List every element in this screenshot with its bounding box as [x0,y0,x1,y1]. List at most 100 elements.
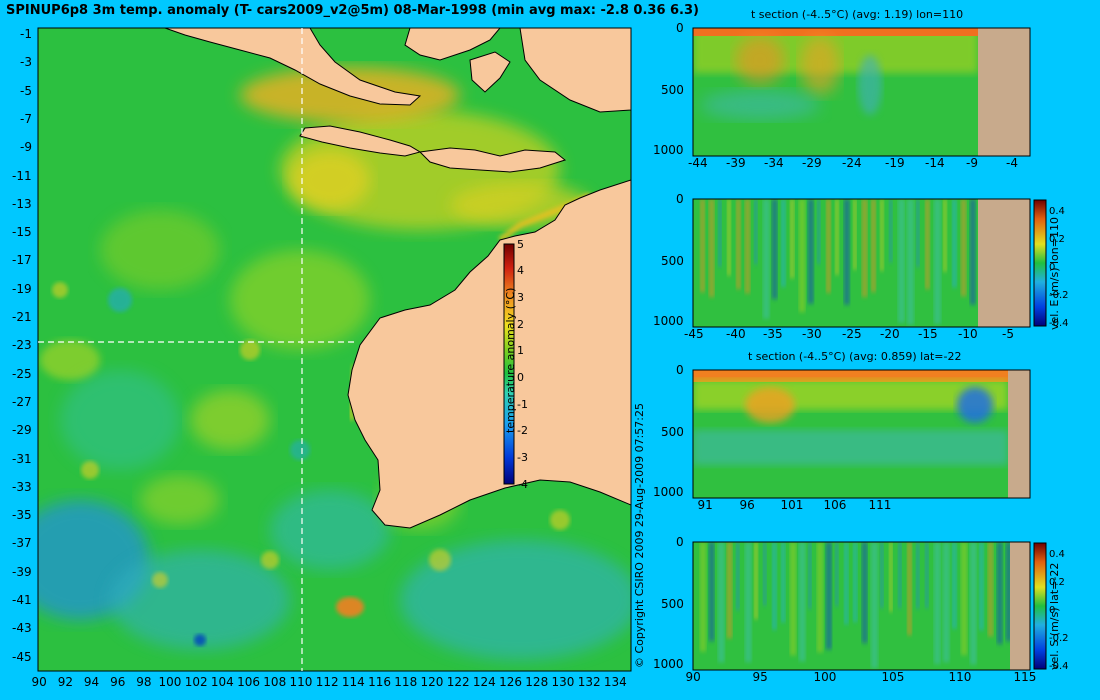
nusa-tenggara-land [418,147,567,173]
velocity-stripe [817,199,821,265]
velocity-stripe [871,542,878,669]
section-2-x-tick: -45 [684,327,704,341]
section-3-x-tick: 91 [697,498,713,512]
map-x-tick: 94 [83,675,100,689]
velocity-stripe [961,542,968,656]
section-4-x-tick: 110 [948,670,972,684]
velocity-stripe [718,542,725,663]
section-1-y-tick: 500 [661,83,684,97]
map-colorbar-tick: 4 [517,264,524,278]
section-4-y-tick: 1000 [653,657,684,671]
section-4-colorbar-tick: -0.4 [1049,660,1069,672]
map-y-tick: -23 [12,338,32,353]
map-y-tick: -33 [12,479,32,494]
map-colorbar-tick: 3 [517,290,524,304]
page-title: SPINUP6p8 3m temp. anomaly (T- cars2009_… [6,3,699,18]
section-1-x-tick: -9 [966,156,978,170]
map-x-tick: 124 [472,675,496,689]
section-1-x-tick: -39 [726,156,746,170]
section-2-x-tick: -5 [1002,327,1014,341]
map-x-tick: 120 [420,675,444,689]
velocity-stripe [934,542,941,665]
velocity-stripe [817,542,823,653]
map-x-tick: 130 [551,675,575,689]
velocity-stripe [907,542,912,636]
map-y-tick: -13 [12,196,32,211]
vel-e-colorbar [1033,199,1047,327]
section-3-y-tick: 500 [661,425,684,439]
map-x-tick: 102 [184,675,208,689]
map-y-tick: -45 [12,649,32,664]
velocity-stripe [925,542,929,609]
map-x-tick: 128 [525,675,549,689]
velocity-stripe [781,199,786,287]
map-y-tick: -25 [12,366,32,381]
map-x-tick: 126 [499,675,522,689]
velocity-stripe [844,199,850,305]
map-y-tick: -29 [12,423,32,438]
velocity-stripe [700,542,706,652]
section-2-colorbar-tick: -0.4 [1049,317,1069,329]
section-3-y-tick: 0 [676,363,684,377]
section-2-colorbar-tick: 0 [1049,261,1056,273]
velocity-stripe [772,542,777,630]
velocity-stripe [844,542,849,625]
section-1-x-tick: -14 [925,156,945,170]
velocity-stripe [871,199,876,293]
map-colorbar-tick: 1 [517,344,524,358]
velocity-stripe [907,199,914,325]
section-2-y-tick: 0 [676,192,684,206]
velocity-stripe [862,199,868,298]
velocity-stripe [961,199,967,297]
map-colorbar-tick: 0 [517,370,524,384]
map-colorbar-tick: -2 [517,424,528,438]
map-x-tick: 114 [341,675,365,689]
section-1-x-tick: -19 [885,156,905,170]
sumatra-land [164,28,422,106]
section-1-y-tick: 1000 [653,143,684,157]
velocity-stripe [754,199,758,265]
section-3-y-tick: 1000 [653,485,684,499]
map-y-tick: -21 [12,310,32,324]
velocity-stripe [943,542,950,663]
map-x-tick: 122 [446,675,470,689]
section-4-colorbar-tick: 0 [1049,604,1056,616]
map-panel [37,27,632,672]
australia-land [347,179,631,529]
map-colorbar-tick: -1 [517,397,528,411]
section-4-y-tick: 500 [661,597,684,611]
velocity-stripe [952,199,957,288]
velocity-stripe [799,542,806,662]
velocity-stripe [853,199,857,270]
section-4-colorbar-tick: 0.4 [1049,548,1065,560]
map-x-tick: 108 [263,675,287,689]
velocity-stripe [808,199,814,304]
velocity-stripe [880,199,884,271]
map-y-tick: -31 [12,451,32,466]
map-x-tick: 110 [289,675,313,689]
section-4-x-tick: 100 [813,670,837,684]
section-2-x-tick: -15 [918,327,938,341]
map-colorbar-tick: 2 [517,317,524,331]
section-4-x-tick: 115 [1013,670,1037,684]
velocity-stripe [808,542,812,609]
section-2-x-tick: -20 [880,327,900,341]
map-y-tick: -27 [12,394,32,409]
velocity-stripe [970,199,976,305]
copyright-text: © Copyright CSIRO 2009 29-Aug-2009 07:57… [633,402,646,668]
map-y-tick: -15 [12,225,32,240]
section-2-y-tick: 1000 [653,314,684,328]
section-panel-2-field [693,199,1030,327]
velocity-stripe [853,542,858,623]
velocity-stripe [952,542,957,629]
section-2-colorbar-tick: 0.2 [1049,233,1065,245]
map-x-tick: 134 [603,675,627,689]
section-1-x-tick: -24 [842,156,862,170]
map-y-tick: -41 [12,593,32,607]
velocity-stripe [916,542,920,609]
map-y-tick: -39 [12,564,32,579]
velocity-stripe [709,199,715,298]
velocity-stripe [970,542,977,665]
map-x-tick: 118 [394,675,418,689]
velocity-stripe [826,542,832,650]
